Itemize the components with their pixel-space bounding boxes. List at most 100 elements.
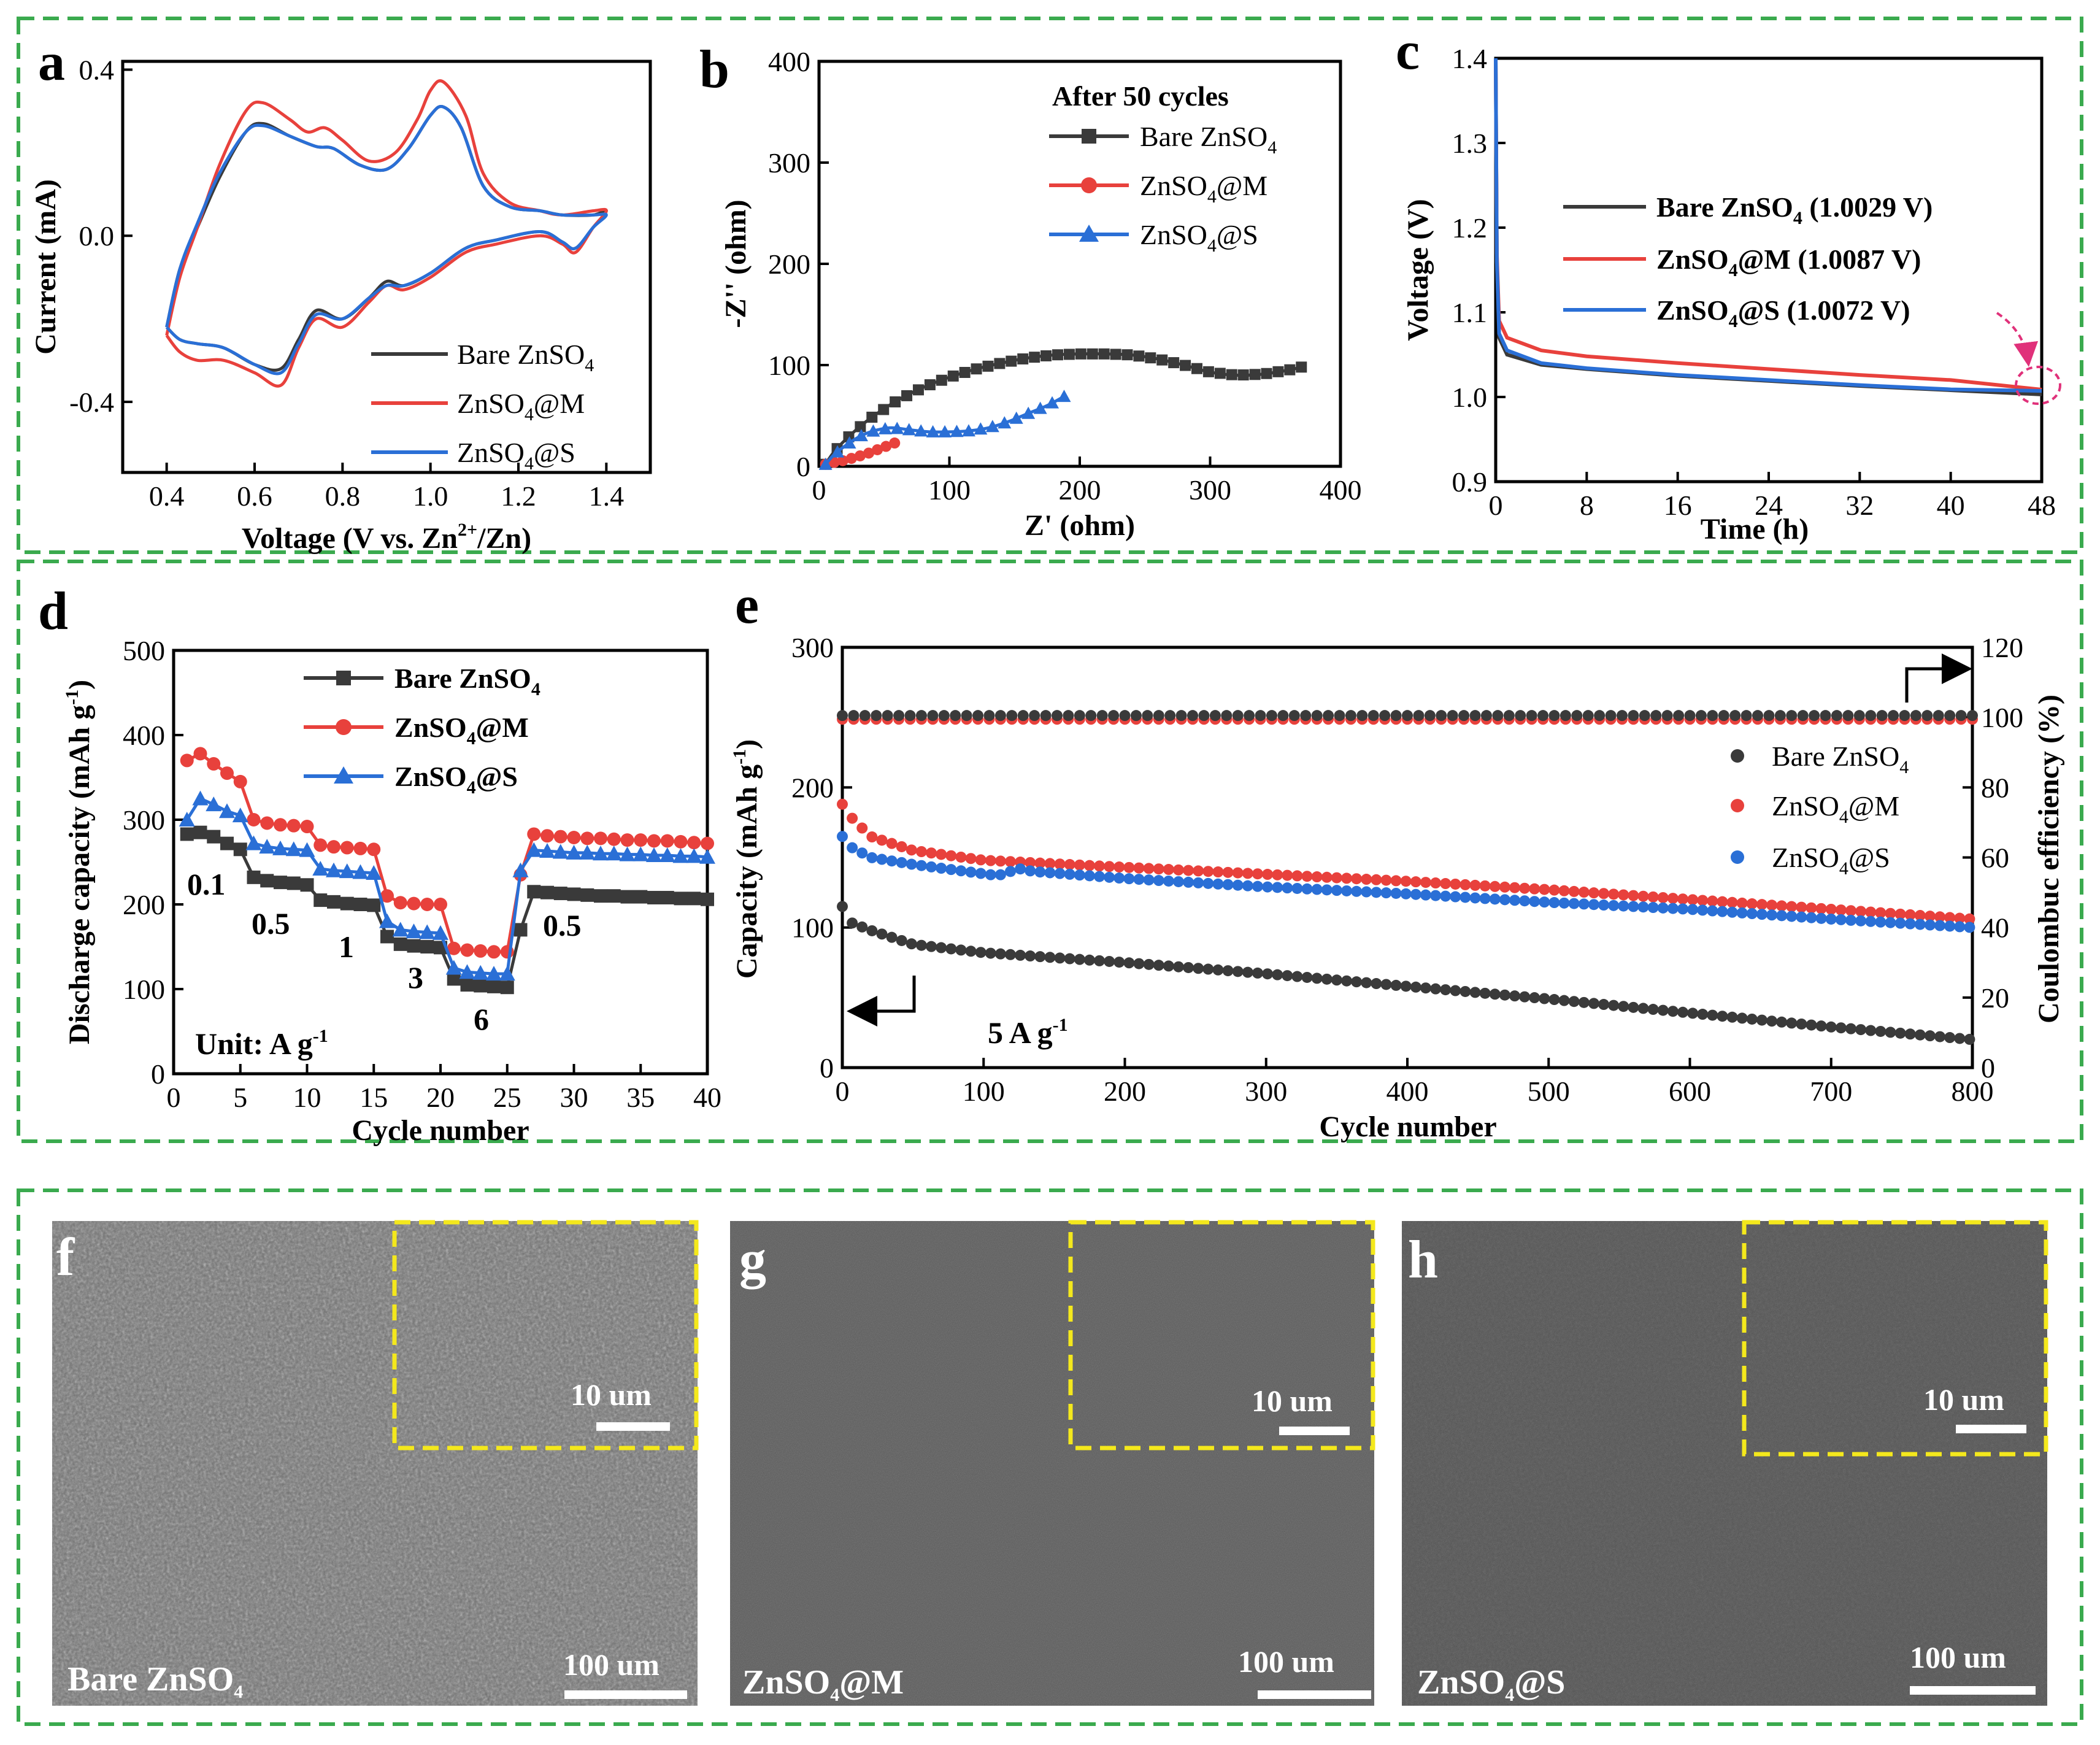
rate-point: [459, 964, 475, 979]
capacity-point-2: [1252, 880, 1263, 892]
capacity-point-0: [1618, 1001, 1629, 1012]
rate-point: [701, 892, 714, 906]
capacity-point-0: [1756, 1014, 1767, 1026]
rate-point: [460, 978, 474, 992]
capacity-point-2: [1331, 885, 1342, 896]
eis-point: [878, 422, 892, 434]
rate-label-3: 3: [408, 960, 423, 995]
capacity-point-2: [1815, 912, 1827, 924]
left-axis-arrow: [847, 976, 916, 1027]
capacity-point-2: [847, 842, 858, 853]
eis-point: [914, 424, 928, 437]
panel-label-f: f: [56, 1228, 75, 1287]
chart-a-ytick-label: 0.0: [79, 220, 115, 252]
ce-point: [1006, 710, 1018, 722]
ce-point: [1198, 710, 1210, 722]
rate-point: [699, 849, 715, 864]
capacity-point-1: [1776, 900, 1788, 912]
capacity-point-1: [1875, 907, 1887, 919]
rate-point: [634, 890, 648, 904]
ce-point: [1944, 710, 1956, 722]
capacity-point-0: [1637, 1003, 1649, 1014]
capacity-point-0: [1954, 1033, 1966, 1044]
capacity-point-1: [1034, 857, 1046, 869]
eis-point: [1029, 352, 1040, 363]
chart-d-ytick-label: 300: [123, 804, 165, 836]
eis-point: [1087, 348, 1098, 360]
sem-f-label: Bare ZnSO4: [67, 1660, 243, 1702]
capacity-point-1: [1558, 885, 1570, 896]
capacity-point-0: [1489, 988, 1501, 1000]
ce-point: [859, 710, 871, 722]
capacity-point-1: [1064, 859, 1075, 871]
rate-point: [287, 819, 301, 833]
legend-d-s: ZnSO4@S: [394, 761, 518, 798]
capacity-point-1: [1083, 860, 1095, 871]
ce-point: [1447, 710, 1458, 722]
eis-point: [889, 437, 901, 449]
legend-e-m-marker: [1731, 799, 1744, 812]
capacity-point-0: [1578, 996, 1590, 1008]
chart-c-xtick-label: 0: [1489, 490, 1503, 521]
capacity-point-1: [1628, 890, 1639, 901]
ce-point: [1424, 710, 1436, 722]
capacity-point-0: [1904, 1028, 1916, 1040]
capacity-point-2: [1202, 877, 1214, 889]
capacity-point-1: [1539, 884, 1550, 895]
capacity-point-0: [1034, 951, 1046, 963]
ce-point: [1187, 710, 1199, 722]
ce-point: [1356, 710, 1368, 722]
voltage-line-2: [1494, 58, 2042, 393]
chart-e-xtick-label: 800: [1952, 1076, 1994, 1107]
capacity-point-1: [926, 847, 937, 859]
capacity-point-1: [1726, 896, 1738, 908]
capacity-point-1: [896, 841, 907, 852]
eis-point: [1052, 349, 1063, 361]
capacity-point-0: [975, 947, 987, 958]
ce-point: [1537, 710, 1549, 722]
rate-label-0: 0.1: [187, 867, 226, 901]
chart-d-xtick-label: 5: [233, 1082, 247, 1113]
capacity-point-2: [936, 863, 947, 874]
sem-h-scale-main: 100 um: [1910, 1640, 2006, 1674]
chart-b: 0 100 200 300 400 0 100 200 300 400 -Z'' (ohm) Z'…: [720, 46, 1362, 542]
capacity-point-0: [866, 925, 878, 936]
eis-point: [866, 411, 878, 423]
capacity-point-2: [1083, 870, 1095, 882]
eis-point: [1249, 369, 1261, 380]
capacity-point-0: [1608, 1000, 1620, 1011]
ce-point: [1480, 710, 1492, 722]
capacity-point-2: [945, 864, 957, 876]
rate-point: [487, 945, 501, 959]
capacity-point-0: [1469, 987, 1481, 998]
capacity-point-1: [1588, 887, 1599, 899]
ce-point: [1842, 710, 1854, 722]
chart-e-ytick-right-label: 100: [1981, 702, 2023, 733]
ce-point: [1142, 710, 1153, 722]
capacity-point-1: [1934, 911, 1946, 923]
chart-b-xtick-label: 100: [928, 474, 971, 506]
rate-point: [553, 830, 567, 844]
capacity-point-2: [1143, 874, 1155, 886]
capacity-point-2: [896, 857, 907, 868]
capacity-point-0: [1885, 1027, 1896, 1038]
rate-point: [701, 836, 714, 850]
legend-b-m-marker: [1081, 177, 1097, 193]
rate-point: [327, 895, 340, 909]
capacity-point-2: [1479, 893, 1491, 904]
ce-point: [1616, 710, 1628, 722]
ce-point: [972, 710, 984, 722]
ce-point: [1040, 710, 1052, 722]
capacity-point-1: [1835, 904, 1847, 916]
chart-d-xlabel: Cycle number: [352, 1114, 529, 1147]
capacity-point-2: [1004, 866, 1016, 877]
capacity-point-0: [1865, 1025, 1877, 1036]
capacity-point-0: [1677, 1006, 1688, 1018]
capacity-point-0: [1855, 1024, 1867, 1036]
capacity-point-1: [1123, 861, 1135, 873]
rate-point: [366, 865, 382, 880]
rate-label-1: 0.5: [252, 906, 290, 941]
rate-label-5: 0.5: [543, 908, 582, 942]
capacity-point-1: [847, 812, 858, 824]
eis-point: [1098, 348, 1110, 360]
